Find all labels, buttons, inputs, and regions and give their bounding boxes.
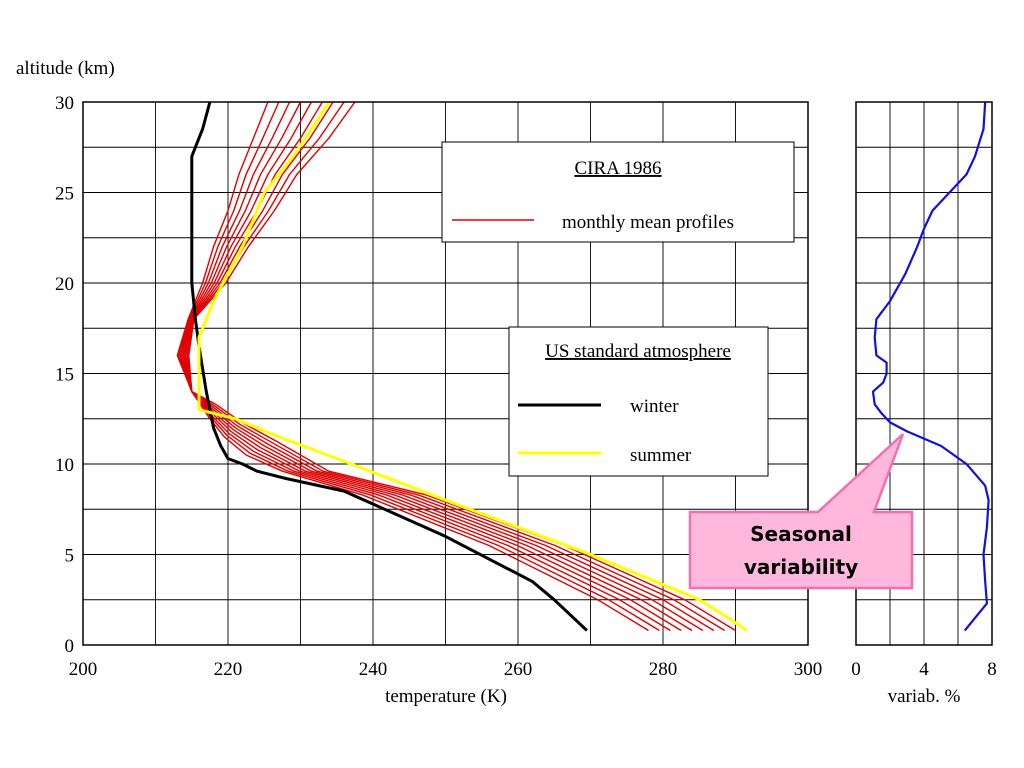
legend-summer-label: summer [630,445,692,466]
x-axis-label: temperature (K) [385,686,507,707]
seasonal-variability-callout: Seasonal variability [688,433,914,590]
winter-profile-line [190,101,588,632]
callout-shape [688,433,914,590]
x-tick-label: 240 [359,659,388,680]
y-tick-label: 25 [55,184,74,205]
variability-plot-frame [855,101,993,646]
legend-us-standard: US standard atmosphere winter summer [508,326,769,477]
main-series [176,101,748,632]
y-tick-label: 0 [65,636,75,657]
variability-ticks: 0 4 8 [851,659,997,680]
legend-cira: CIRA 1986 monthly mean profiles [441,141,795,243]
variability-axis-label: variab. % [888,686,961,707]
x-tick-label: 280 [649,659,678,680]
variability-line [871,101,990,632]
legend-cira-box [441,141,795,243]
callout-line-1: Seasonal [750,522,852,546]
x-tick-label: 300 [794,659,823,680]
variability-series [871,101,990,632]
variability-tick-label: 0 [851,659,861,680]
y-tick-label: 30 [55,93,74,114]
callout-line-2: variability [744,555,858,579]
main-plot-frame [82,101,809,646]
y-axis-label: altitude (km) [16,58,115,79]
variability-tick-label: 4 [919,659,929,680]
y-tick-label: 10 [55,455,74,476]
x-tick-label: 260 [504,659,533,680]
x-tick-label: 220 [214,659,243,680]
main-ticks: 200 220 240 260 280 300 0 5 10 15 20 25 30 [55,93,822,680]
legend-cira-entry: monthly mean profiles [562,212,734,233]
legend-cira-title: CIRA 1986 [574,158,661,179]
variability-tick-label: 8 [987,659,997,680]
y-tick-label: 20 [55,274,74,295]
x-tick-label: 200 [69,659,98,680]
legend-winter-label: winter [630,396,679,417]
summer-profile-line [197,101,748,632]
y-tick-label: 15 [55,365,74,386]
y-tick-label: 5 [65,546,75,567]
legend-us-box [508,326,769,477]
legend-us-title: US standard atmosphere [545,341,731,362]
